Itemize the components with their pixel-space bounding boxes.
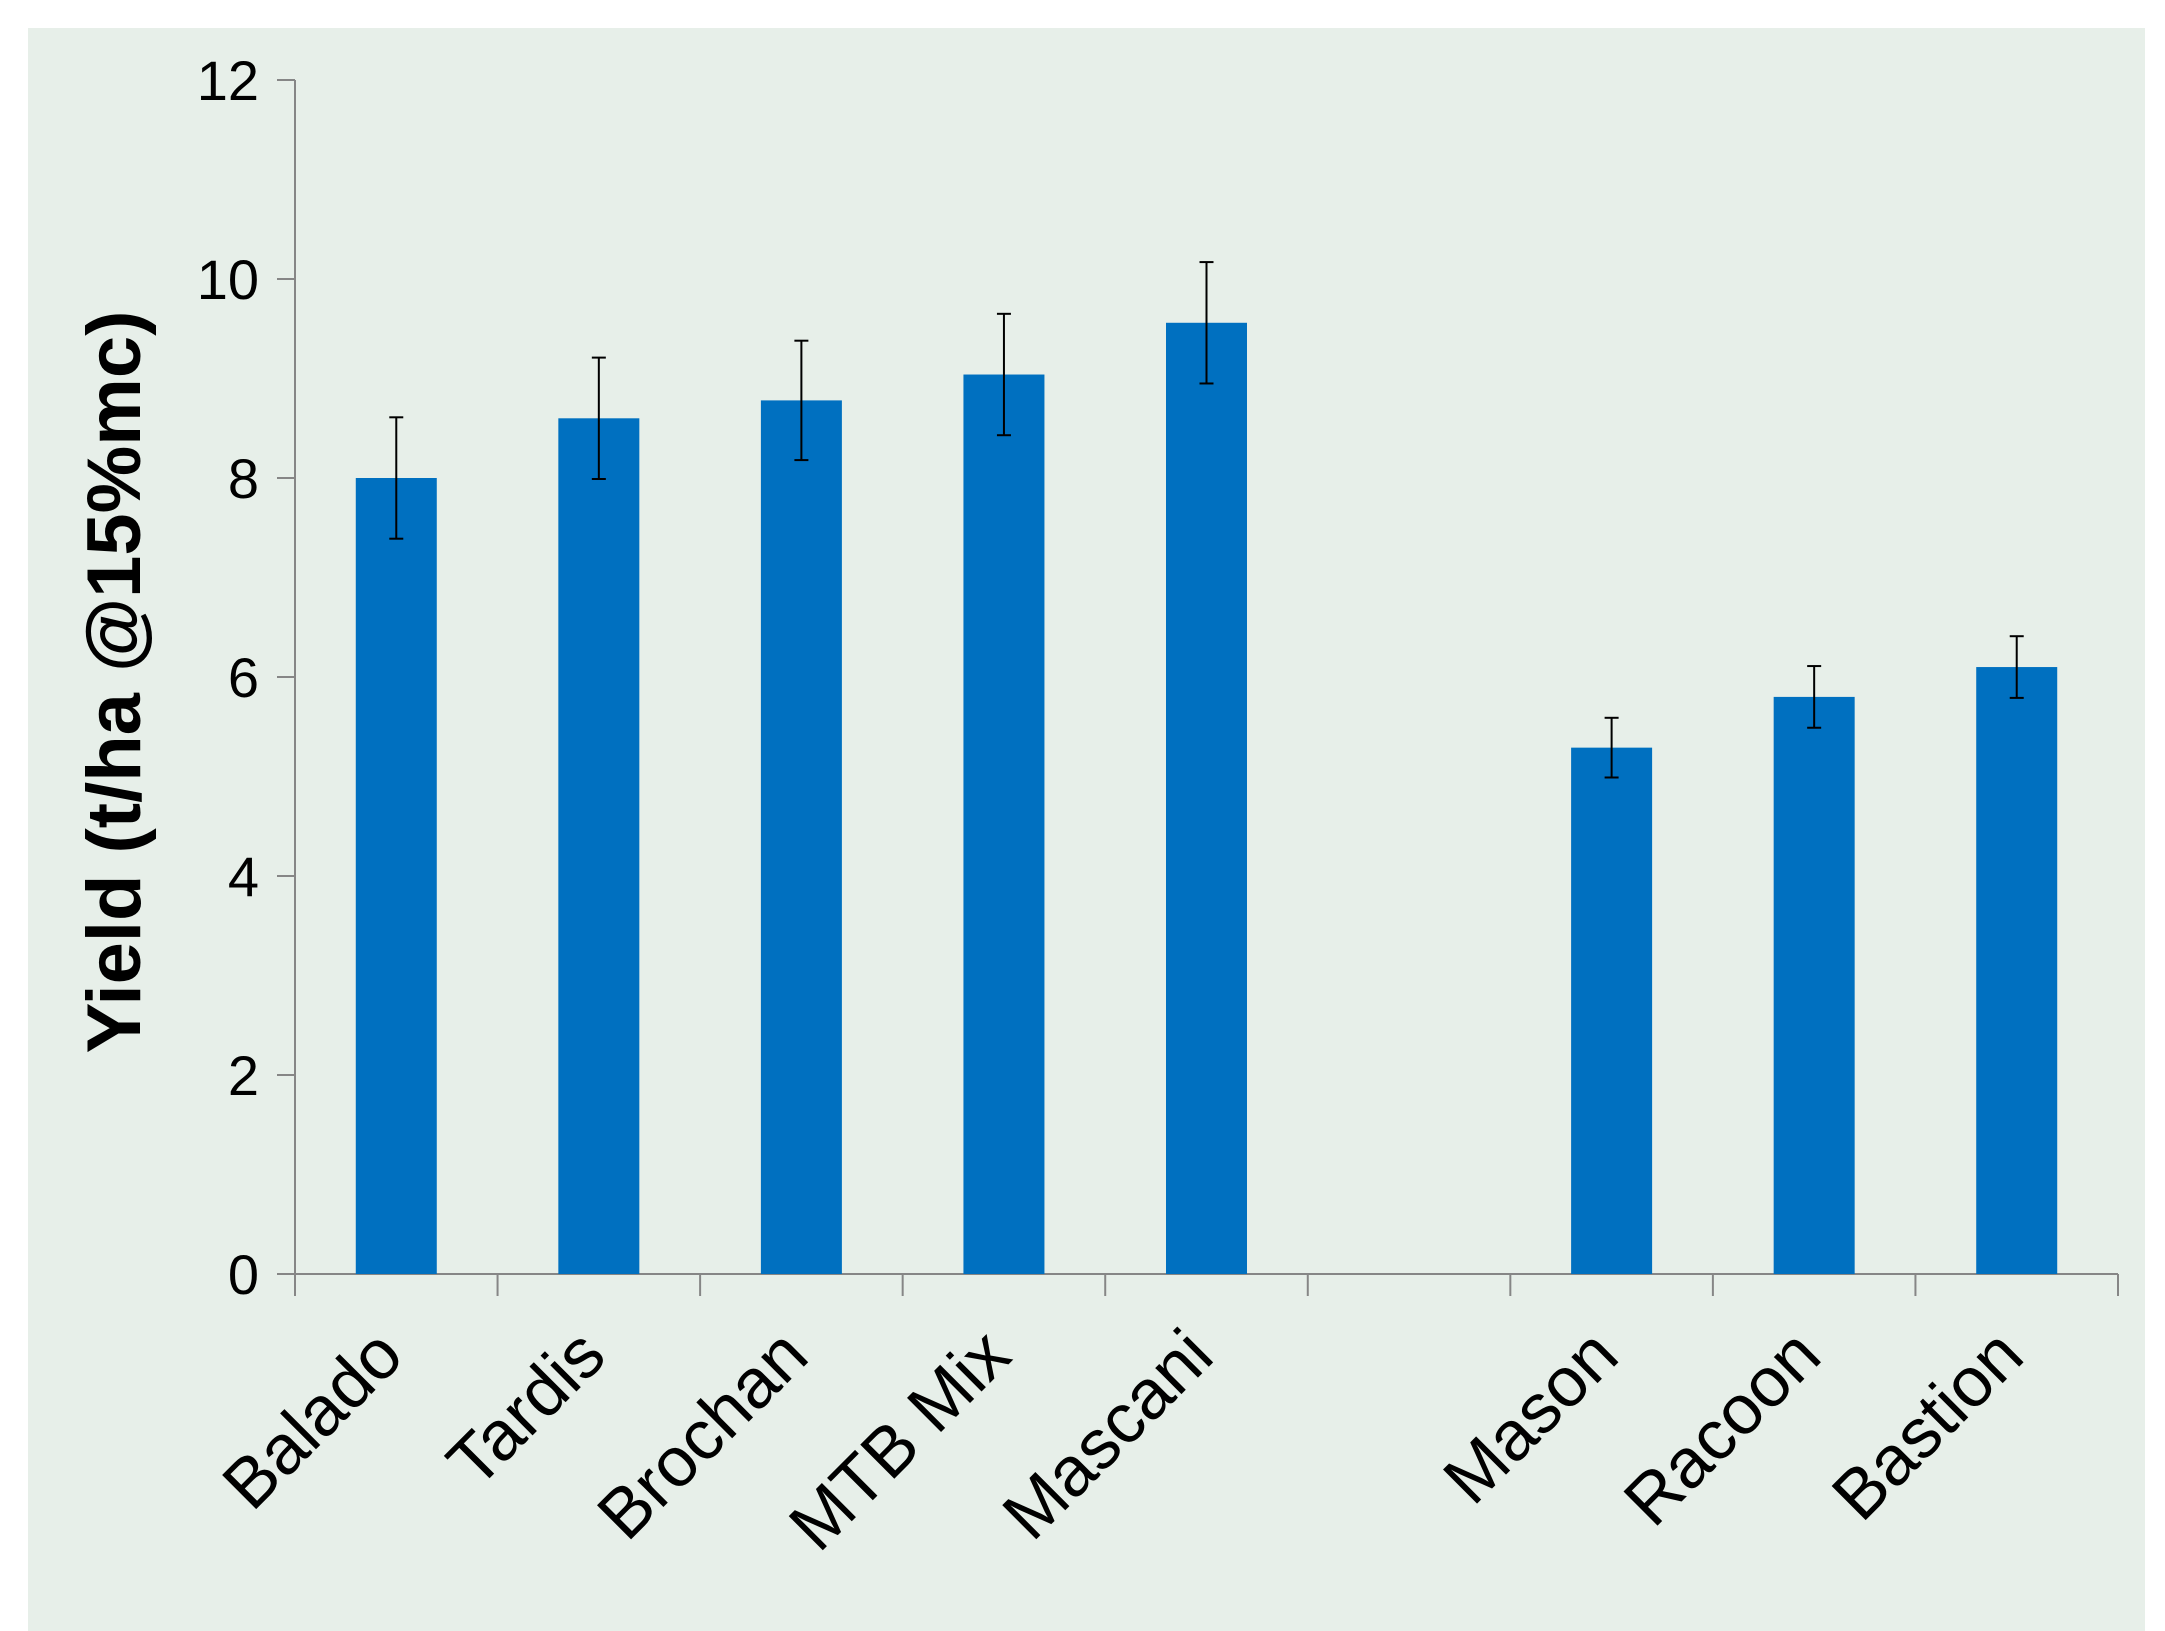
category-label: Mason	[1428, 1314, 1632, 1518]
y-tick-label: 12	[197, 49, 259, 112]
y-tick-label: 2	[228, 1044, 259, 1107]
category-label: Racoon	[1609, 1314, 1835, 1540]
y-tick-label: 0	[228, 1243, 259, 1306]
category-label: Mascani	[988, 1314, 1227, 1553]
category-label: Tardis	[432, 1314, 619, 1501]
category-label: MTB Mix	[774, 1314, 1024, 1564]
y-tick-label: 6	[228, 646, 259, 709]
bar-racoon	[1773, 696, 1855, 1274]
bar-bastion	[1976, 667, 2058, 1274]
category-label: Balado	[208, 1314, 417, 1523]
bar-mason	[1571, 747, 1653, 1274]
y-axis-title: Yield (t/ha @15%mc)	[72, 311, 157, 1054]
y-tick-label: 8	[228, 447, 259, 510]
y-tick-label: 10	[197, 248, 259, 311]
category-label: Bastion	[1817, 1314, 2037, 1534]
y-axis: 0 2 4 6 8 10 12	[197, 49, 296, 1306]
error-bars	[389, 261, 2024, 779]
bar-tardis	[558, 418, 640, 1274]
bars	[355, 322, 2058, 1274]
x-axis	[294, 1273, 2119, 1296]
bar-mascani	[1166, 322, 1247, 1274]
y-tick-label: 4	[228, 845, 259, 908]
bar-mtb-mix	[963, 374, 1045, 1274]
bar-balado	[355, 478, 437, 1274]
bar-brochan	[760, 400, 842, 1274]
